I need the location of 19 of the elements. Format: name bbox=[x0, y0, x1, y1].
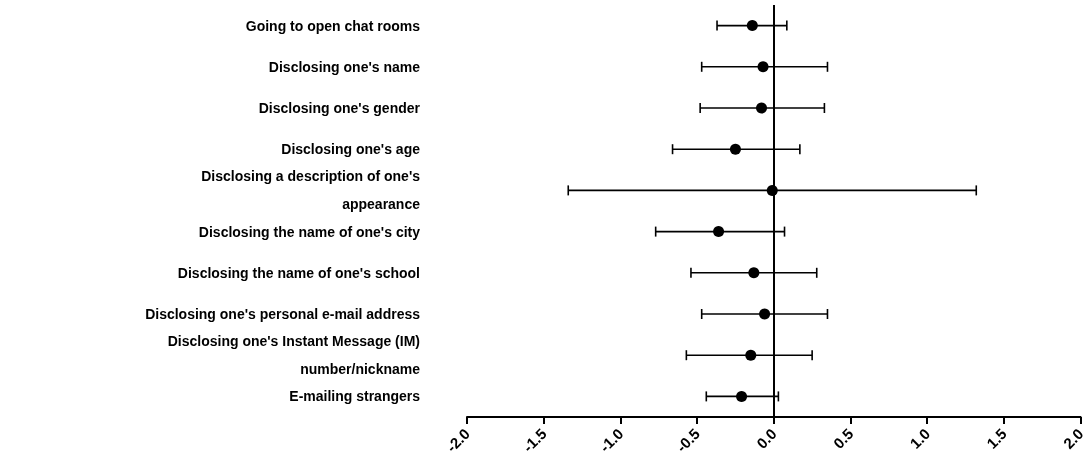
x-tick-label: -1.5 bbox=[519, 424, 550, 456]
x-tick-label: 2.0 bbox=[1059, 424, 1087, 452]
y-tick-label: Going to open chat rooms bbox=[245, 17, 421, 34]
y-tick-label: Disclosing one's name bbox=[268, 58, 421, 75]
x-tick-label: -2.0 bbox=[442, 424, 474, 456]
x-tick-label: 0.5 bbox=[829, 424, 857, 452]
x-tick-label: 1.5 bbox=[983, 424, 1010, 452]
x-tick-label: 1.0 bbox=[906, 424, 934, 452]
y-tick-label: Disclosing one's age bbox=[281, 141, 421, 158]
x-tick-label: 0.0 bbox=[753, 424, 780, 452]
y-tick-label: Disclosing one's personal e-mail address bbox=[145, 306, 421, 322]
y-tick-label: Disclosing one's Instant Message (IM) number/nickname bbox=[167, 333, 421, 378]
y-tick-label: Disclosing the name of one's school bbox=[177, 264, 420, 281]
y-tick-label: E-mailing strangers bbox=[289, 388, 421, 405]
y-tick-label: Disclosing a description of one's appearance bbox=[201, 168, 421, 213]
y-tick-label: Disclosing one's gender bbox=[258, 100, 421, 116]
y-tick-label: Disclosing the name of one's city bbox=[198, 223, 421, 240]
x-tick-label: -0.5 bbox=[672, 424, 704, 456]
x-tick-label: -1.0 bbox=[596, 424, 627, 456]
